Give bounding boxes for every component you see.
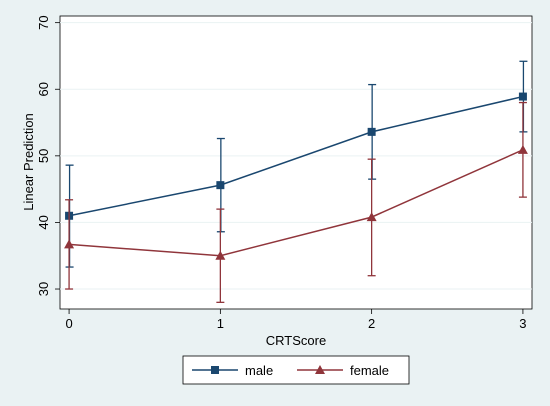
y-axis-title: Linear Prediction [21,113,36,211]
female-point [215,250,226,260]
legend-female-label: female [350,363,389,378]
male-point [367,127,376,136]
x-tick-label-1: 1 [217,316,224,331]
plot-area [59,15,533,310]
legend-female-marker [315,365,325,374]
male-line [68,95,524,217]
y-tick-label-50: 50 [36,149,51,163]
x-tick-label-3: 3 [519,316,526,331]
legend-male-label: male [245,363,273,378]
y-tick-label-40: 40 [36,215,51,229]
axes: 30 40 50 60 70 0 1 2 3 [36,15,527,331]
female-point [366,212,377,222]
series [64,60,528,303]
x-tick-label-0: 0 [65,316,72,331]
y-tick-label-60: 60 [36,82,51,96]
x-axis-title: CRTScore [266,333,326,348]
female-point [64,239,75,249]
female-line [69,149,524,257]
legend: male female [182,355,410,385]
legend-male-marker [211,366,219,374]
male-point [216,181,225,190]
gridlines [60,22,532,290]
series-female [64,101,528,303]
female-point [517,144,528,154]
y-tick-label-30: 30 [36,282,51,296]
male-point [518,92,527,101]
x-tick-label-2: 2 [368,316,375,331]
y-tick-label-70: 70 [36,15,51,29]
